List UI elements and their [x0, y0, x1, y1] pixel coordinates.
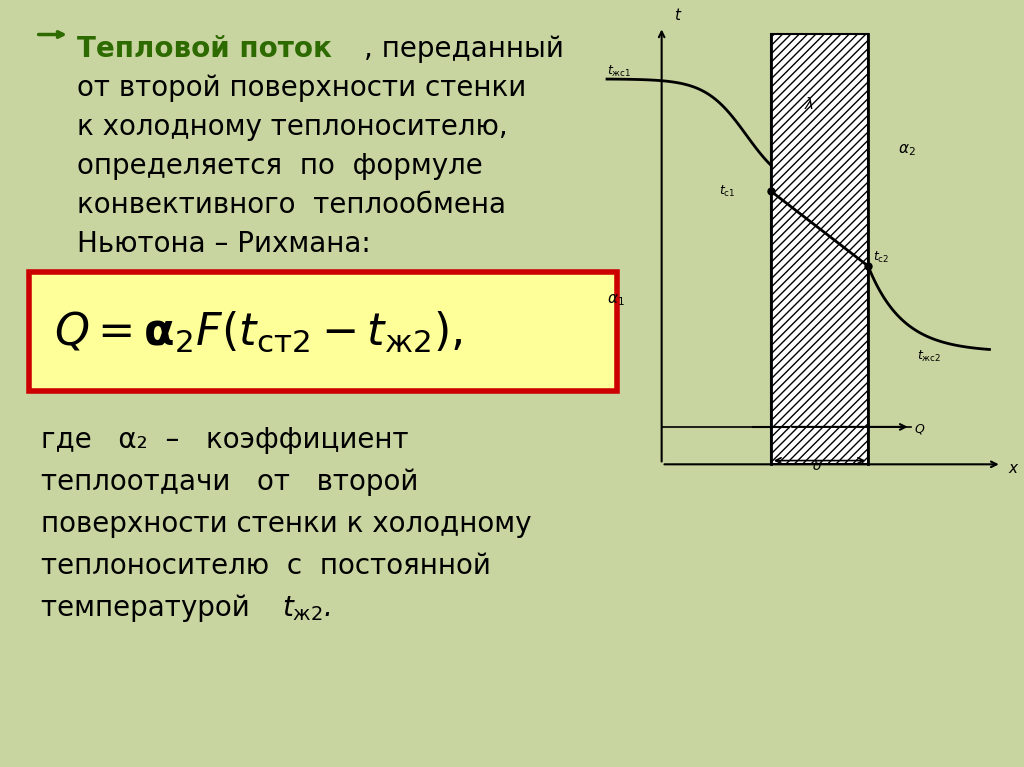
Text: от второй поверхности стенки: от второй поверхности стенки — [77, 74, 526, 102]
Text: Тепловой поток: Тепловой поток — [77, 35, 332, 63]
Text: к холодному теплоносителю,: к холодному теплоносителю, — [77, 113, 508, 141]
FancyBboxPatch shape — [29, 272, 617, 391]
Text: , переданный: , переданный — [364, 35, 563, 63]
Text: поверхности стенки к холодному: поверхности стенки к холодному — [41, 510, 531, 538]
Text: $t_{\mathsf{ж2}}$.: $t_{\mathsf{ж2}}$. — [282, 594, 331, 624]
Text: определяется  по  формуле: определяется по формуле — [77, 152, 482, 180]
Text: где   α₂  –   коэффициент: где α₂ – коэффициент — [41, 426, 409, 454]
Text: теплоотдачи   от   второй: теплоотдачи от второй — [41, 468, 419, 496]
Text: $\alpha_1$: $\alpha_1$ — [607, 292, 625, 308]
Text: температурой: температурой — [41, 594, 259, 623]
Text: $x$: $x$ — [1008, 460, 1019, 476]
Text: конвективного  теплообмена: конвективного теплообмена — [77, 191, 506, 219]
Text: $\delta$: $\delta$ — [812, 459, 822, 473]
Text: Ньютона – Рихмана:: Ньютона – Рихмана: — [77, 230, 371, 258]
Text: $t_{\rm c1}$: $t_{\rm c1}$ — [719, 184, 736, 199]
Bar — [771, 34, 868, 464]
Text: $Q = \mathbf{\alpha}_2 F\left(t_{\rm \mathsf{ст2}} - t_{\rm \mathsf{ж2}}\right),: $Q = \mathbf{\alpha}_2 F\left(t_{\rm \ma… — [54, 309, 463, 354]
Text: $\lambda$: $\lambda$ — [804, 96, 814, 112]
Text: $\alpha_2$: $\alpha_2$ — [898, 143, 916, 159]
Text: $t_{\rm жс1}$: $t_{\rm жс1}$ — [607, 64, 632, 79]
Text: $t_{\rm жс2}$: $t_{\rm жс2}$ — [916, 348, 941, 364]
Text: $t_{\rm c2}$: $t_{\rm c2}$ — [872, 249, 889, 265]
Text: $Q$: $Q$ — [913, 422, 925, 436]
Text: $t$: $t$ — [674, 7, 682, 23]
Text: теплоносителю  с  постоянной: теплоносителю с постоянной — [41, 552, 490, 581]
